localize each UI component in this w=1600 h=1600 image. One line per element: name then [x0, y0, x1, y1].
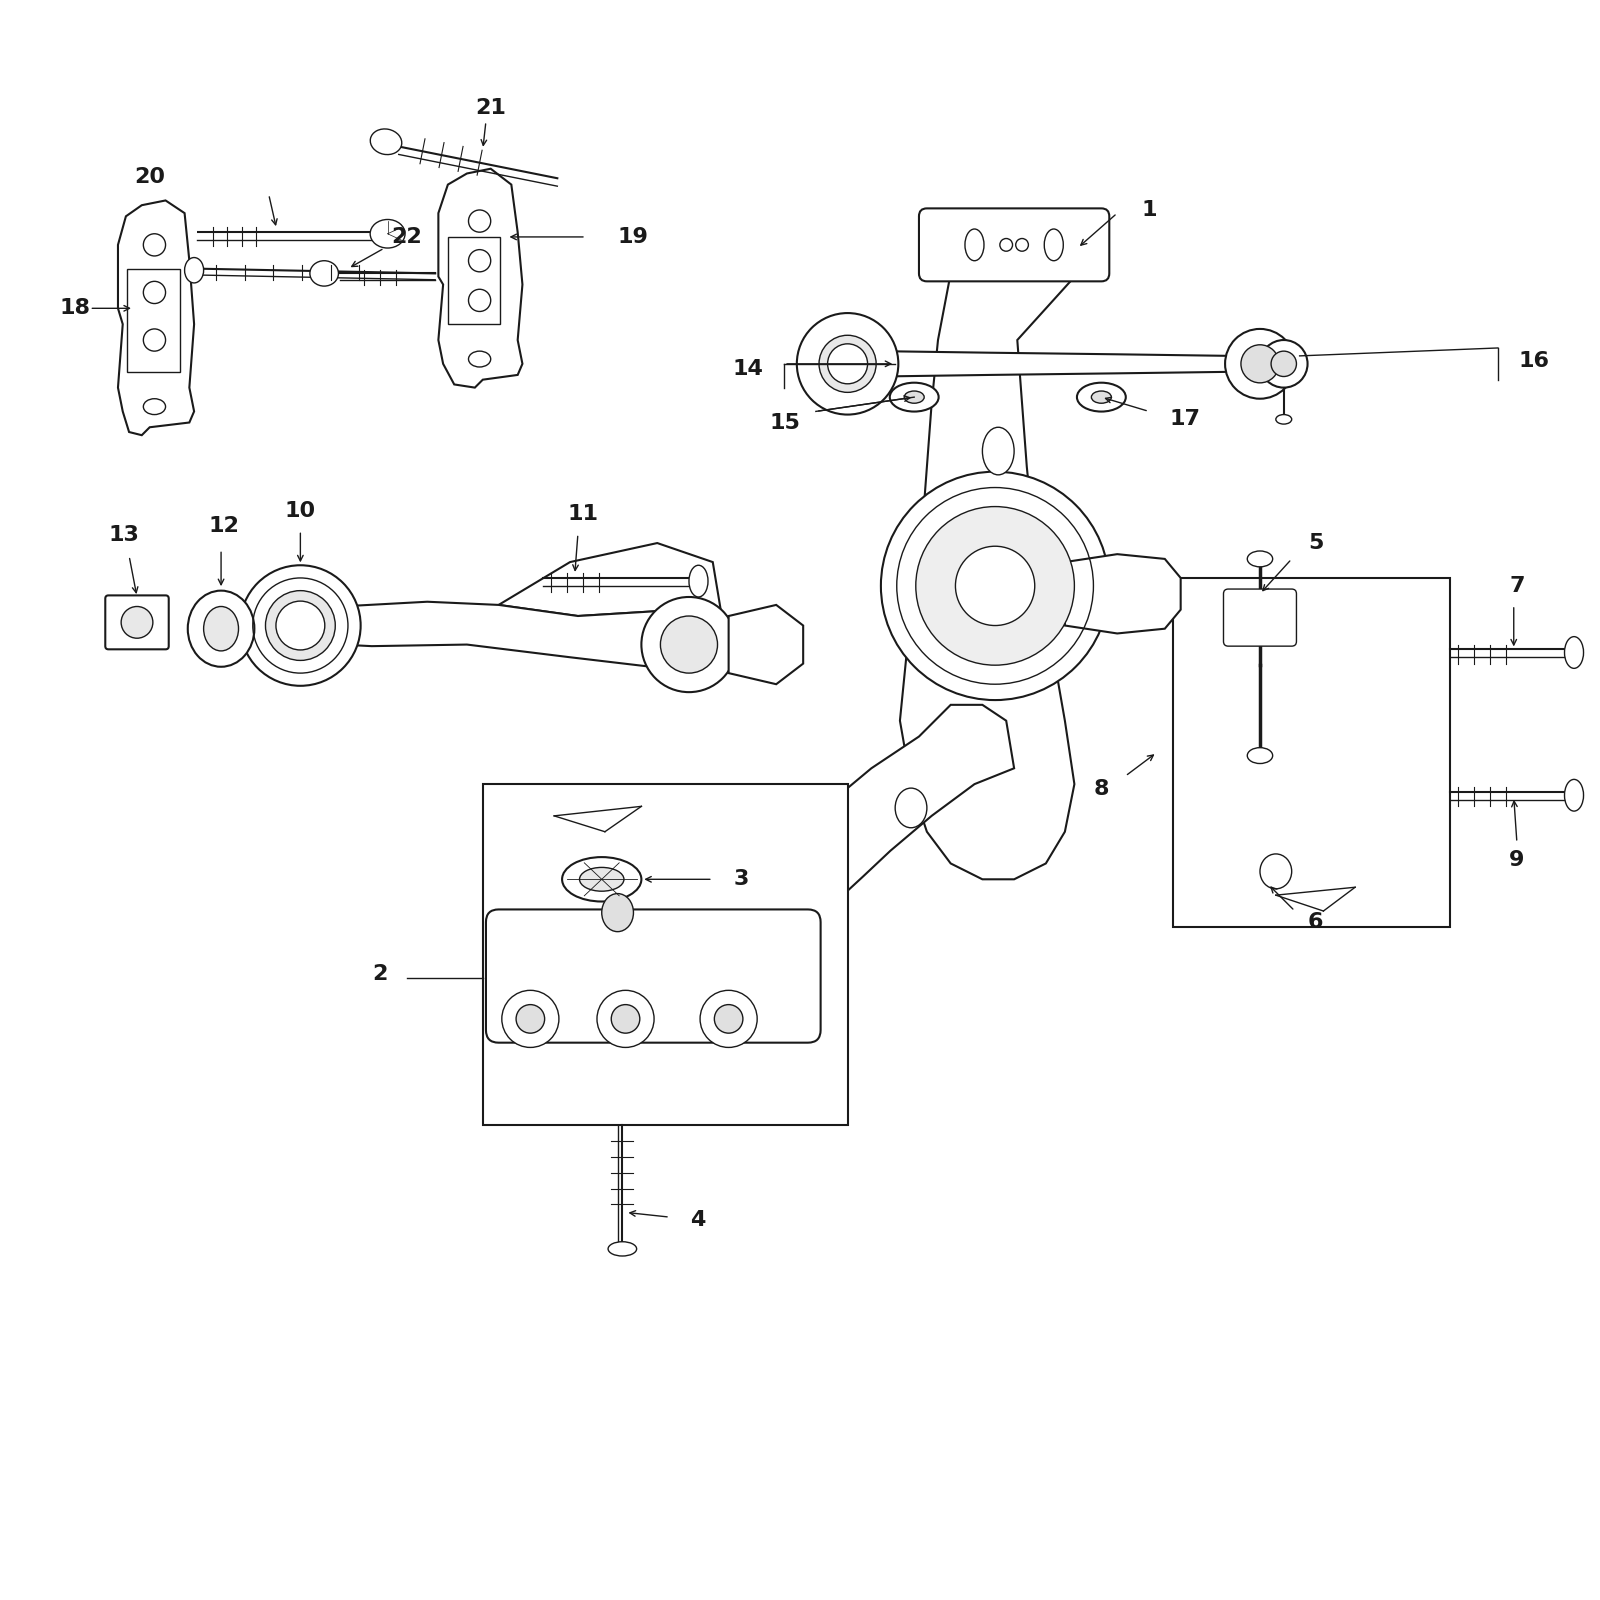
Circle shape	[122, 606, 154, 638]
Circle shape	[642, 597, 736, 693]
Circle shape	[502, 990, 558, 1048]
Ellipse shape	[203, 606, 238, 651]
Circle shape	[955, 546, 1035, 626]
Circle shape	[819, 336, 877, 392]
Text: 18: 18	[59, 298, 91, 318]
Text: 8: 8	[1094, 779, 1109, 798]
FancyBboxPatch shape	[486, 909, 821, 1043]
Ellipse shape	[890, 382, 939, 411]
Ellipse shape	[1259, 854, 1291, 890]
Ellipse shape	[187, 590, 254, 667]
Ellipse shape	[469, 350, 491, 366]
Ellipse shape	[184, 258, 203, 283]
Circle shape	[797, 314, 898, 414]
FancyBboxPatch shape	[448, 237, 501, 325]
Polygon shape	[728, 605, 803, 685]
Ellipse shape	[1275, 414, 1291, 424]
Text: 7: 7	[1509, 576, 1525, 595]
FancyBboxPatch shape	[1224, 589, 1296, 646]
Ellipse shape	[579, 867, 624, 891]
Bar	[1173, 578, 1450, 926]
Ellipse shape	[1045, 229, 1064, 261]
Text: 19: 19	[618, 227, 648, 246]
Circle shape	[1226, 330, 1294, 398]
Bar	[483, 784, 848, 1125]
Text: 11: 11	[568, 504, 598, 525]
Ellipse shape	[904, 390, 925, 403]
Ellipse shape	[1248, 747, 1272, 763]
Ellipse shape	[894, 789, 926, 827]
Text: 10: 10	[285, 501, 315, 522]
Circle shape	[714, 1005, 742, 1034]
Polygon shape	[880, 350, 1237, 376]
Ellipse shape	[310, 261, 339, 286]
Polygon shape	[1066, 554, 1181, 634]
Circle shape	[882, 472, 1109, 701]
Circle shape	[1259, 341, 1307, 387]
Circle shape	[517, 1005, 544, 1034]
Text: 3: 3	[733, 869, 749, 890]
Ellipse shape	[965, 229, 984, 261]
Circle shape	[240, 565, 360, 686]
Circle shape	[266, 590, 336, 661]
Circle shape	[661, 616, 717, 674]
Text: 12: 12	[210, 515, 240, 536]
Text: 4: 4	[691, 1210, 706, 1230]
Ellipse shape	[1565, 637, 1584, 669]
FancyBboxPatch shape	[106, 595, 168, 650]
Ellipse shape	[144, 398, 165, 414]
Circle shape	[144, 282, 165, 304]
Ellipse shape	[370, 130, 402, 155]
Circle shape	[469, 290, 491, 312]
Text: 14: 14	[733, 358, 763, 379]
Text: 17: 17	[1170, 410, 1200, 429]
Polygon shape	[776, 706, 1014, 902]
Circle shape	[144, 234, 165, 256]
Text: 13: 13	[109, 525, 139, 546]
Ellipse shape	[602, 893, 634, 931]
Text: 1: 1	[1141, 200, 1157, 219]
Polygon shape	[118, 200, 194, 435]
Ellipse shape	[690, 565, 709, 597]
Circle shape	[597, 990, 654, 1048]
Ellipse shape	[982, 427, 1014, 475]
Ellipse shape	[608, 1242, 637, 1256]
Circle shape	[144, 330, 165, 350]
Text: 2: 2	[373, 965, 387, 984]
Polygon shape	[341, 602, 723, 674]
Ellipse shape	[370, 219, 405, 248]
Ellipse shape	[562, 858, 642, 901]
Circle shape	[1270, 350, 1296, 376]
Polygon shape	[438, 168, 523, 387]
Text: 21: 21	[475, 99, 506, 118]
Ellipse shape	[1091, 390, 1112, 403]
FancyBboxPatch shape	[918, 208, 1109, 282]
Circle shape	[611, 1005, 640, 1034]
Circle shape	[827, 344, 867, 384]
Circle shape	[1000, 238, 1013, 251]
Circle shape	[469, 250, 491, 272]
Text: 15: 15	[770, 413, 800, 432]
Text: 5: 5	[1307, 533, 1323, 554]
Ellipse shape	[1565, 779, 1584, 811]
Circle shape	[469, 210, 491, 232]
Circle shape	[275, 602, 325, 650]
Circle shape	[1016, 238, 1029, 251]
Text: 9: 9	[1509, 850, 1525, 870]
Polygon shape	[499, 542, 723, 629]
Ellipse shape	[1248, 550, 1272, 566]
Text: 16: 16	[1518, 350, 1549, 371]
Circle shape	[701, 990, 757, 1048]
Circle shape	[1242, 344, 1278, 382]
Circle shape	[915, 507, 1074, 666]
Text: 20: 20	[134, 166, 165, 187]
Polygon shape	[899, 274, 1077, 880]
FancyBboxPatch shape	[128, 269, 179, 371]
Text: 6: 6	[1307, 912, 1323, 933]
Ellipse shape	[1077, 382, 1126, 411]
Text: 22: 22	[392, 227, 422, 246]
